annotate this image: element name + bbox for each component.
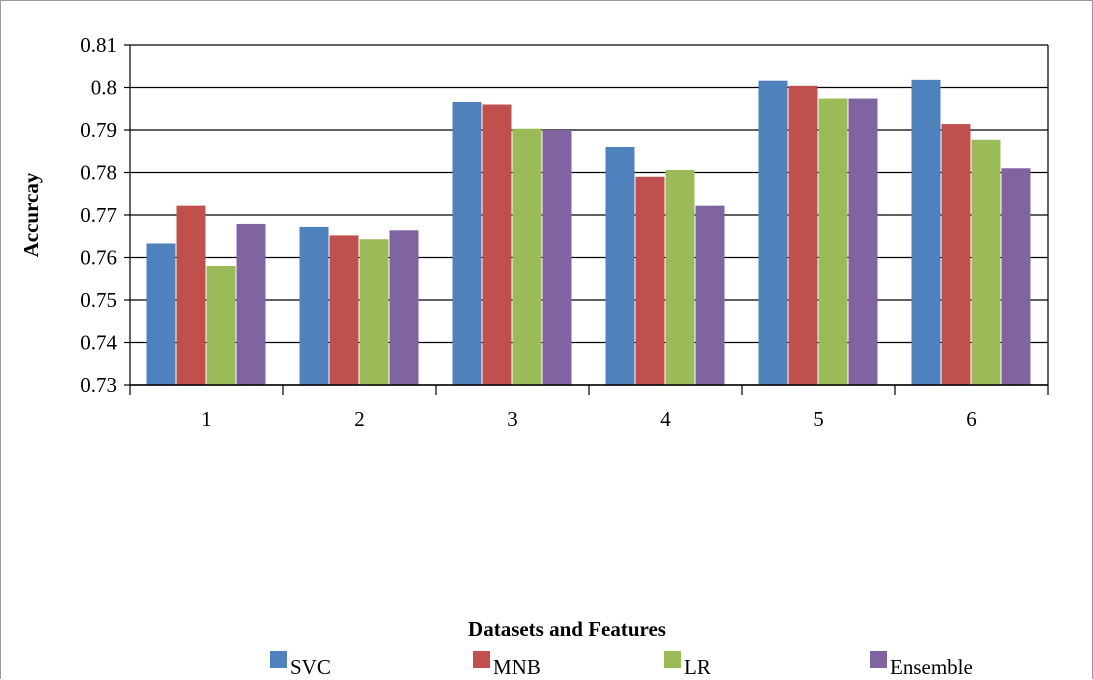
bar-ensemble-3	[542, 130, 572, 385]
legend-swatch-mnb	[473, 651, 490, 668]
bar-ensemble-1	[236, 223, 266, 385]
bar-mnb-1	[176, 205, 206, 385]
y-tick-label: 0.74	[80, 331, 117, 355]
x-tick-label: 1	[201, 407, 212, 431]
bar-svc-1	[146, 243, 176, 385]
y-tick-label: 0.79	[80, 118, 117, 142]
x-tick-label: 6	[966, 407, 977, 431]
bar-svc-4	[605, 147, 635, 385]
legend: SVC MNB LR Ensemble	[270, 651, 973, 679]
bar-ensemble-2	[389, 230, 419, 385]
bar-lr-5	[818, 98, 848, 386]
legend-label-lr: LR	[684, 655, 711, 679]
y-tick-label: 0.75	[80, 288, 117, 312]
x-axis-title: Datasets and Features	[468, 617, 666, 641]
bar-lr-6	[971, 139, 1001, 385]
bar-svc-3	[452, 101, 482, 385]
y-tick-label: 0.8	[91, 76, 117, 100]
bar-svc-5	[758, 80, 788, 385]
x-tick-label: 4	[660, 407, 671, 431]
legend-label-svc: SVC	[290, 655, 331, 679]
x-tick-label: 5	[813, 407, 824, 431]
legend-swatch-ensemble	[870, 651, 887, 668]
bar-mnb-5	[788, 85, 818, 386]
y-tick-labels: 0.73 0.74 0.75 0.76 0.77 0.78 0.79 0.8 0.81	[80, 33, 117, 397]
bar-ensemble-5	[848, 98, 878, 386]
x-tick-labels: 1 2 3 4 5 6	[201, 407, 977, 431]
legend-swatch-svc	[270, 651, 287, 668]
bar-lr-4	[665, 169, 695, 385]
bar-ensemble-6	[1001, 168, 1031, 385]
bar-mnb-4	[635, 176, 665, 385]
bar-svc-6	[911, 79, 941, 385]
y-tick-label: 0.77	[80, 203, 117, 227]
axes	[124, 44, 1049, 395]
legend-swatch-lr	[664, 651, 681, 668]
bar-mnb-6	[941, 124, 971, 386]
bar-ensemble-4	[695, 205, 725, 385]
bar-lr-1	[206, 266, 236, 385]
y-tick-label: 0.76	[80, 246, 117, 270]
y-tick-label: 0.78	[80, 161, 117, 185]
legend-label-mnb: MNB	[493, 655, 541, 679]
bar-mnb-2	[329, 235, 359, 385]
gridlines	[130, 44, 1048, 386]
y-tick-label: 0.73	[80, 373, 117, 397]
bar-svc-2	[299, 226, 329, 385]
x-tick-label: 3	[507, 407, 518, 431]
legend-label-ensemble: Ensemble	[890, 655, 973, 679]
bars	[146, 79, 1031, 386]
bar-lr-2	[359, 239, 389, 385]
bar-lr-3	[512, 128, 542, 385]
bar-mnb-3	[482, 104, 512, 385]
x-tick-label: 2	[354, 407, 365, 431]
y-axis-title: Accurcay	[19, 172, 43, 257]
y-tick-label: 0.81	[80, 33, 117, 57]
